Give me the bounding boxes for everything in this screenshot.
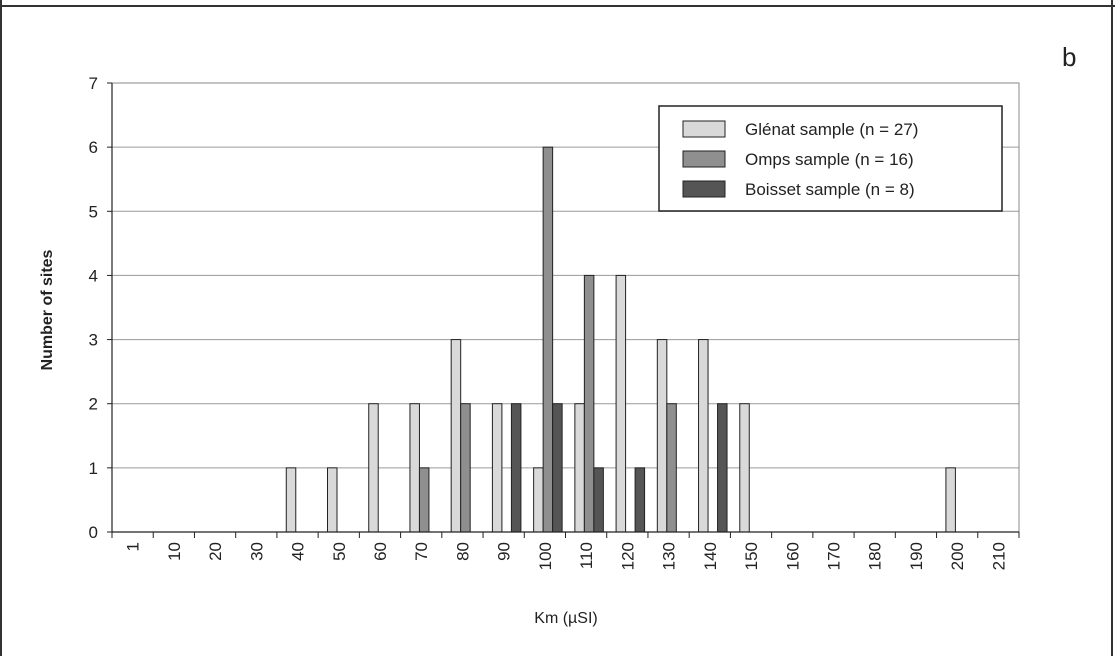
x-tick-label: 160 bbox=[783, 542, 802, 570]
x-tick-label: 150 bbox=[742, 542, 761, 570]
bar bbox=[739, 403, 750, 533]
y-axis-title: Number of sites bbox=[39, 249, 56, 370]
bar bbox=[491, 403, 503, 533]
x-tick-label: 210 bbox=[989, 542, 1008, 570]
y-tick-label: 4 bbox=[89, 266, 98, 285]
x-tick-label: 30 bbox=[247, 542, 266, 561]
x-tick-label: 90 bbox=[495, 542, 514, 561]
bar bbox=[510, 403, 522, 533]
y-tick-label: 5 bbox=[89, 202, 98, 221]
x-tick-label: 130 bbox=[660, 542, 679, 570]
bar bbox=[418, 467, 430, 533]
y-tick-label: 6 bbox=[89, 138, 98, 157]
x-tick-label: 10 bbox=[165, 542, 184, 561]
bar bbox=[698, 339, 709, 533]
legend-swatch bbox=[682, 150, 726, 168]
x-tick-label: 180 bbox=[866, 542, 885, 570]
x-tick-label: 120 bbox=[618, 542, 637, 570]
legend-swatch bbox=[682, 180, 726, 198]
x-tick-label: 200 bbox=[948, 542, 967, 570]
x-tick-label: 40 bbox=[289, 542, 308, 561]
bar bbox=[533, 467, 544, 533]
bar bbox=[615, 274, 627, 533]
legend-label: Glénat sample (n = 27) bbox=[745, 120, 918, 139]
y-tick-label: 1 bbox=[89, 459, 98, 478]
x-tick-label: 20 bbox=[206, 542, 225, 561]
bar bbox=[666, 403, 677, 533]
axes bbox=[107, 82, 1020, 538]
x-tick-label: 1 bbox=[124, 542, 143, 551]
x-tick-label: 70 bbox=[412, 542, 431, 561]
y-tick-label: 3 bbox=[89, 331, 98, 350]
panel-label: b bbox=[1062, 42, 1076, 72]
bar bbox=[593, 467, 604, 533]
x-tick-label: 190 bbox=[907, 542, 926, 570]
bar bbox=[634, 467, 646, 533]
bar bbox=[460, 403, 471, 533]
x-tick-label: 110 bbox=[577, 542, 596, 569]
x-tick-label: 50 bbox=[330, 542, 349, 561]
x-tick-label: 80 bbox=[453, 542, 472, 561]
y-tick-label: 0 bbox=[89, 523, 98, 542]
y-tick-label: 7 bbox=[89, 74, 98, 93]
x-tick-labels: 1 10 20 30 40 50 60 70 80 90 100 110 120 130 140 150 160… bbox=[124, 542, 1009, 570]
bar bbox=[945, 467, 956, 533]
bar bbox=[285, 467, 297, 533]
legend-label: Boisset sample (n = 8) bbox=[745, 180, 915, 199]
bar bbox=[552, 403, 563, 533]
bar bbox=[409, 403, 420, 533]
bar bbox=[368, 403, 379, 533]
x-axis-title: Km (µSI) bbox=[534, 610, 597, 627]
y-tick-label: 2 bbox=[89, 395, 98, 414]
bar bbox=[450, 339, 462, 533]
top-border bbox=[0, 0, 1115, 7]
bar bbox=[717, 403, 728, 533]
bar bbox=[542, 146, 554, 533]
x-tick-label: 170 bbox=[824, 542, 843, 570]
x-tick-label: 140 bbox=[701, 542, 720, 570]
legend-swatch bbox=[682, 120, 726, 138]
x-tick-label: 100 bbox=[536, 542, 555, 570]
legend-label: Omps sample (n = 16) bbox=[745, 150, 914, 169]
bar bbox=[327, 467, 338, 533]
bar bbox=[583, 274, 595, 533]
legend: Glénat sample (n = 27) Omps sample (n = 1… bbox=[658, 105, 1003, 212]
x-tick-label: 60 bbox=[371, 542, 390, 561]
bar bbox=[574, 403, 585, 533]
y-tick-labels: 0 1 2 3 4 5 6 7 bbox=[89, 74, 98, 542]
bar bbox=[656, 339, 668, 533]
